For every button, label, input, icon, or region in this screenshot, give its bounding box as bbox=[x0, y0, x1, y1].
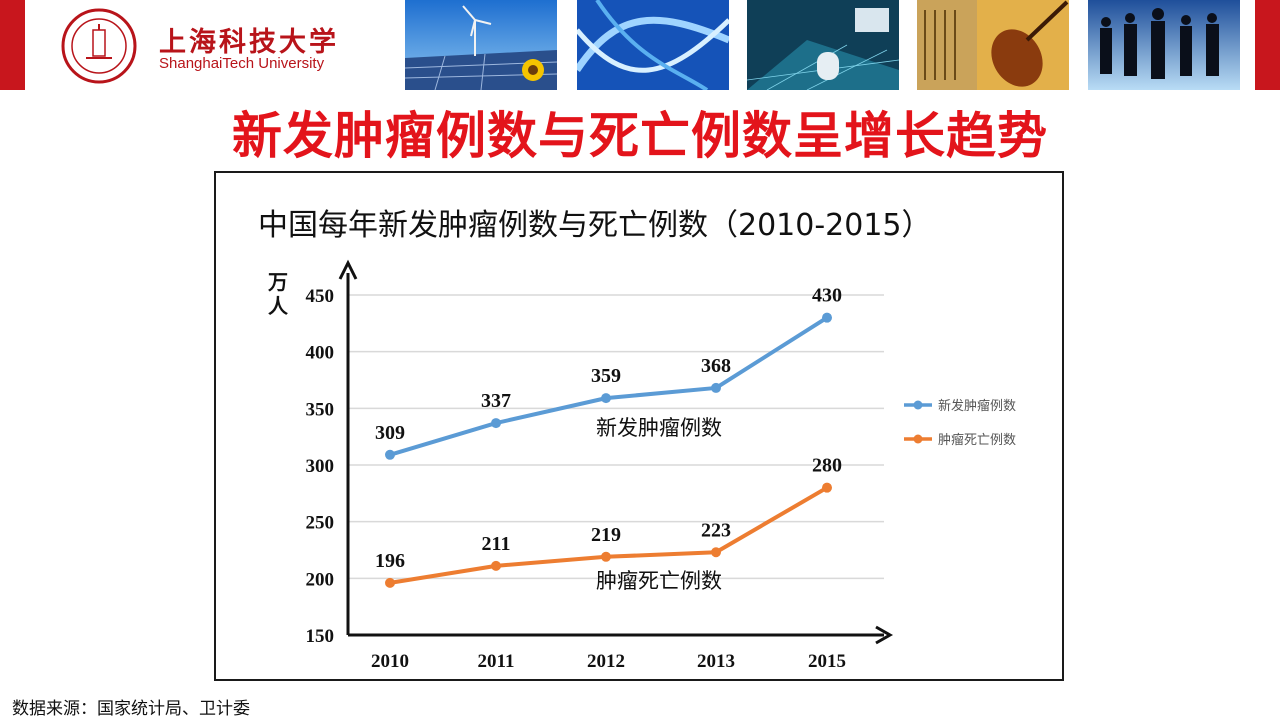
y-axis-label-char: 万 bbox=[267, 270, 288, 294]
chart-frame: 中国每年新发肿瘤例数与死亡例数（2010-2015） 万人 150 200 250 3… bbox=[214, 171, 1064, 681]
data-point bbox=[601, 393, 611, 404]
y-tick-label: 150 bbox=[306, 626, 335, 647]
data-point bbox=[822, 482, 832, 493]
legend-label: 新发肿瘤例数 bbox=[938, 398, 1016, 414]
legend-swatch-marker bbox=[913, 400, 923, 410]
y-axis-label: 万人 bbox=[267, 270, 289, 318]
header-red-bar-left bbox=[0, 0, 25, 90]
data-point bbox=[711, 382, 721, 393]
data-point bbox=[711, 547, 721, 558]
y-tick-label: 250 bbox=[306, 513, 335, 534]
source-note: 数据来源：国家统计局、卫计委 bbox=[12, 699, 250, 719]
photo-technology bbox=[747, 0, 899, 90]
y-tick-labels: 150 200 250 300 350 400 450 bbox=[306, 286, 335, 647]
x-tick-label: 2011 bbox=[478, 651, 515, 672]
x-tick-label: 2013 bbox=[697, 651, 735, 672]
data-point bbox=[822, 312, 832, 323]
data-point bbox=[385, 449, 395, 460]
data-label: 219 bbox=[591, 524, 621, 546]
data-point bbox=[601, 551, 611, 562]
y-tick-label: 300 bbox=[306, 456, 335, 477]
y-tick-label: 350 bbox=[306, 399, 335, 420]
x-tick-label: 2012 bbox=[587, 651, 625, 672]
photo-violin-art bbox=[917, 0, 1069, 90]
legend-swatch-marker bbox=[913, 434, 923, 444]
data-point bbox=[385, 577, 395, 588]
legend-label: 肿瘤死亡例数 bbox=[938, 432, 1016, 448]
series-inline-label: 肿瘤死亡例数 bbox=[596, 569, 722, 593]
axes bbox=[338, 259, 894, 645]
photo-business-people bbox=[1088, 0, 1240, 90]
data-point bbox=[491, 560, 501, 571]
data-label: 359 bbox=[591, 365, 621, 387]
data-label: 309 bbox=[375, 422, 405, 444]
data-label: 368 bbox=[701, 355, 731, 377]
data-point bbox=[491, 418, 501, 429]
photo-wind-solar bbox=[405, 0, 557, 90]
x-tick-labels: 2010 2011 2012 2013 2015 bbox=[371, 651, 846, 672]
data-label: 337 bbox=[481, 390, 511, 412]
header-red-bar-right bbox=[1255, 0, 1280, 90]
y-tick-label: 200 bbox=[306, 569, 335, 590]
y-tick-label: 400 bbox=[306, 343, 335, 364]
data-label: 280 bbox=[812, 455, 842, 477]
y-axis-label-char: 人 bbox=[268, 294, 289, 318]
university-logo: 上海科技大学 ShanghaiTech University bbox=[56, 6, 376, 86]
data-label: 211 bbox=[482, 533, 511, 555]
series-inline-label: 新发肿瘤例数 bbox=[596, 416, 722, 440]
data-label: 196 bbox=[375, 550, 405, 572]
x-axis-arrow-icon bbox=[875, 625, 894, 645]
chart-title: 中国每年新发肿瘤例数与死亡例数（2010-2015） bbox=[258, 208, 932, 243]
y-axis-arrow-icon bbox=[338, 259, 358, 280]
data-label: 430 bbox=[812, 285, 842, 307]
x-tick-label: 2010 bbox=[371, 651, 409, 672]
data-label: 223 bbox=[701, 519, 731, 541]
photo-dna-helix bbox=[577, 0, 729, 90]
y-tick-label: 450 bbox=[306, 286, 335, 307]
slide-title: 新发肿瘤例数与死亡例数呈增长趋势 bbox=[232, 106, 1048, 165]
gridlines bbox=[348, 294, 884, 580]
series-layer: 309 337 359 368 430 新发肿瘤例数 196 211 219 223 280 肿瘤死亡… bbox=[375, 285, 842, 593]
university-name-en: ShanghaiTech University bbox=[159, 55, 325, 72]
x-tick-label: 2015 bbox=[808, 651, 846, 672]
university-name-cn: 上海科技大学 bbox=[159, 27, 339, 58]
university-seal-icon bbox=[61, 8, 137, 84]
line-chart: 中国每年新发肿瘤例数与死亡例数（2010-2015） 万人 150 200 250 3… bbox=[258, 208, 1016, 672]
